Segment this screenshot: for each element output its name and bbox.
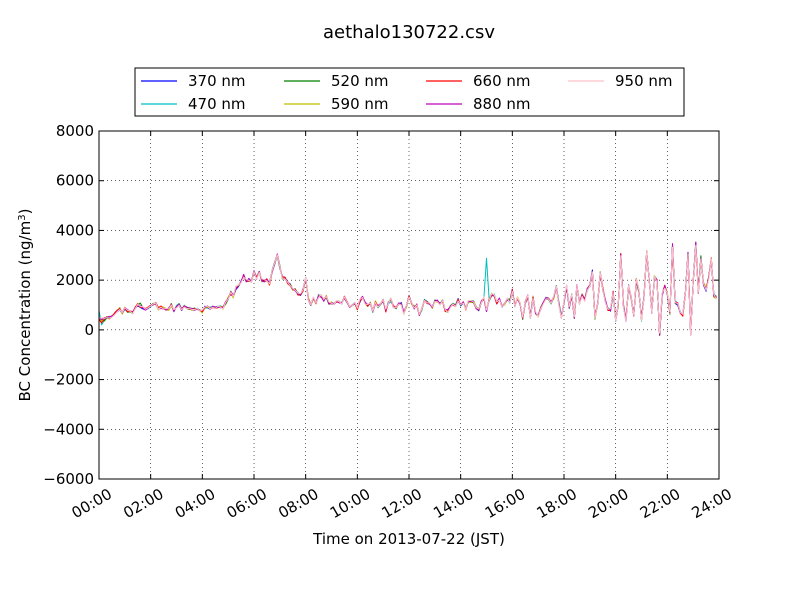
legend-label: 590 nm [331,95,389,113]
legend-label: 880 nm [473,95,531,113]
y-tick-label: 2000 [56,271,94,289]
y-axis-label: BC Concentration (ng/m3) [16,209,34,402]
series-line-950-nm [98,244,717,337]
y-tick-label: 0 [84,321,94,339]
x-axis-label: Time on 2013-07-22 (JST) [312,530,505,548]
y-tick-label: −6000 [43,470,94,488]
series-lines [98,241,717,337]
y-axis-label-superscript: 3 [17,214,28,220]
y-axis: −6000 −4000 −2000 0 2000 4000 6000 8000 [43,122,719,488]
legend: 370 nm 470 nm 520 nm 590 nm 660 nm 880 nm 950 … [134,67,685,117]
y-tick-label: −4000 [43,420,94,438]
legend-label: 520 nm [331,72,389,90]
grid-lines [99,131,719,479]
y-axis-label-main: BC Concentration (ng/m [16,221,34,402]
legend-box [134,67,685,117]
chart-title: aethalo130722.csv [323,22,495,43]
y-tick-label: 4000 [56,221,94,239]
y-tick-label: 6000 [56,172,94,190]
legend-label: 950 nm [615,72,673,90]
legend-label: 660 nm [473,72,531,90]
y-tick-label: −2000 [43,371,94,389]
y-tick-label: 8000 [56,122,94,140]
legend-label: 370 nm [188,72,246,90]
plot-area [99,131,719,479]
y-axis-label-end: ) [16,209,34,215]
legend-label: 470 nm [188,95,246,113]
